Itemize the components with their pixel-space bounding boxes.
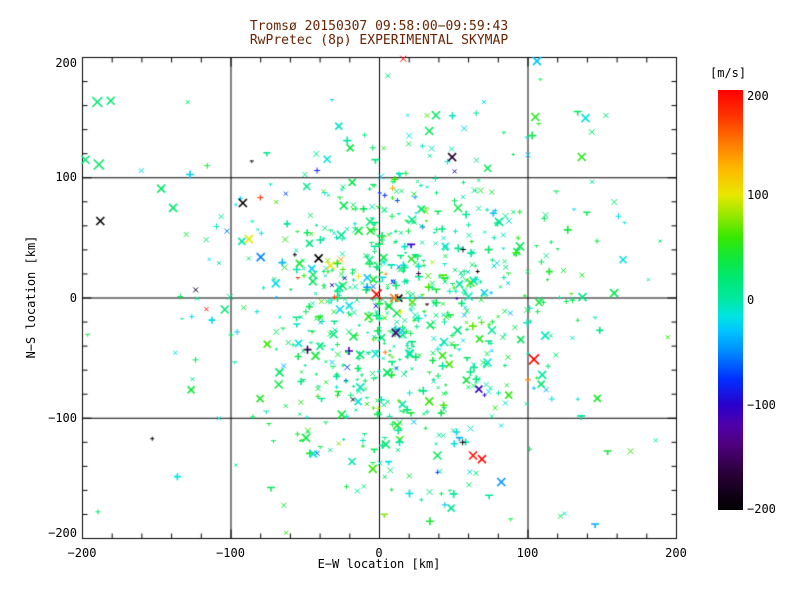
y-tick-label: −200 <box>48 526 77 540</box>
colorbar-tick-label: 200 <box>747 89 769 103</box>
x-tick-label: −100 <box>216 546 245 560</box>
y-tick-label: 200 <box>55 56 77 70</box>
colorbar-gradient <box>718 90 743 510</box>
colorbar-tick-label: −200 <box>747 502 776 516</box>
colorbar-unit-label: [m/s] <box>710 66 747 80</box>
x-tick-label: 200 <box>665 546 687 560</box>
x-tick-label: −200 <box>67 546 97 560</box>
y-tick-label: 100 <box>55 170 77 185</box>
colorbar-tick-label: 100 <box>747 188 769 202</box>
x-tick-label: 100 <box>516 546 539 560</box>
y-tick-label: −100 <box>48 410 77 425</box>
x-tick-label: 0 <box>375 546 383 560</box>
plot-title: Tromsø 20150307 09:58:00−09:59:43 <box>249 19 509 34</box>
x-axis-label: E−W location [km] <box>317 557 441 571</box>
y-tick-label: 0 <box>69 290 77 305</box>
colorbar-tick-label: −100 <box>747 398 776 412</box>
plot-subtitle: RwPretec (8p) EXPERIMENTAL SKYMAP <box>249 33 509 48</box>
colorbar-tick-label: 0 <box>747 293 755 307</box>
